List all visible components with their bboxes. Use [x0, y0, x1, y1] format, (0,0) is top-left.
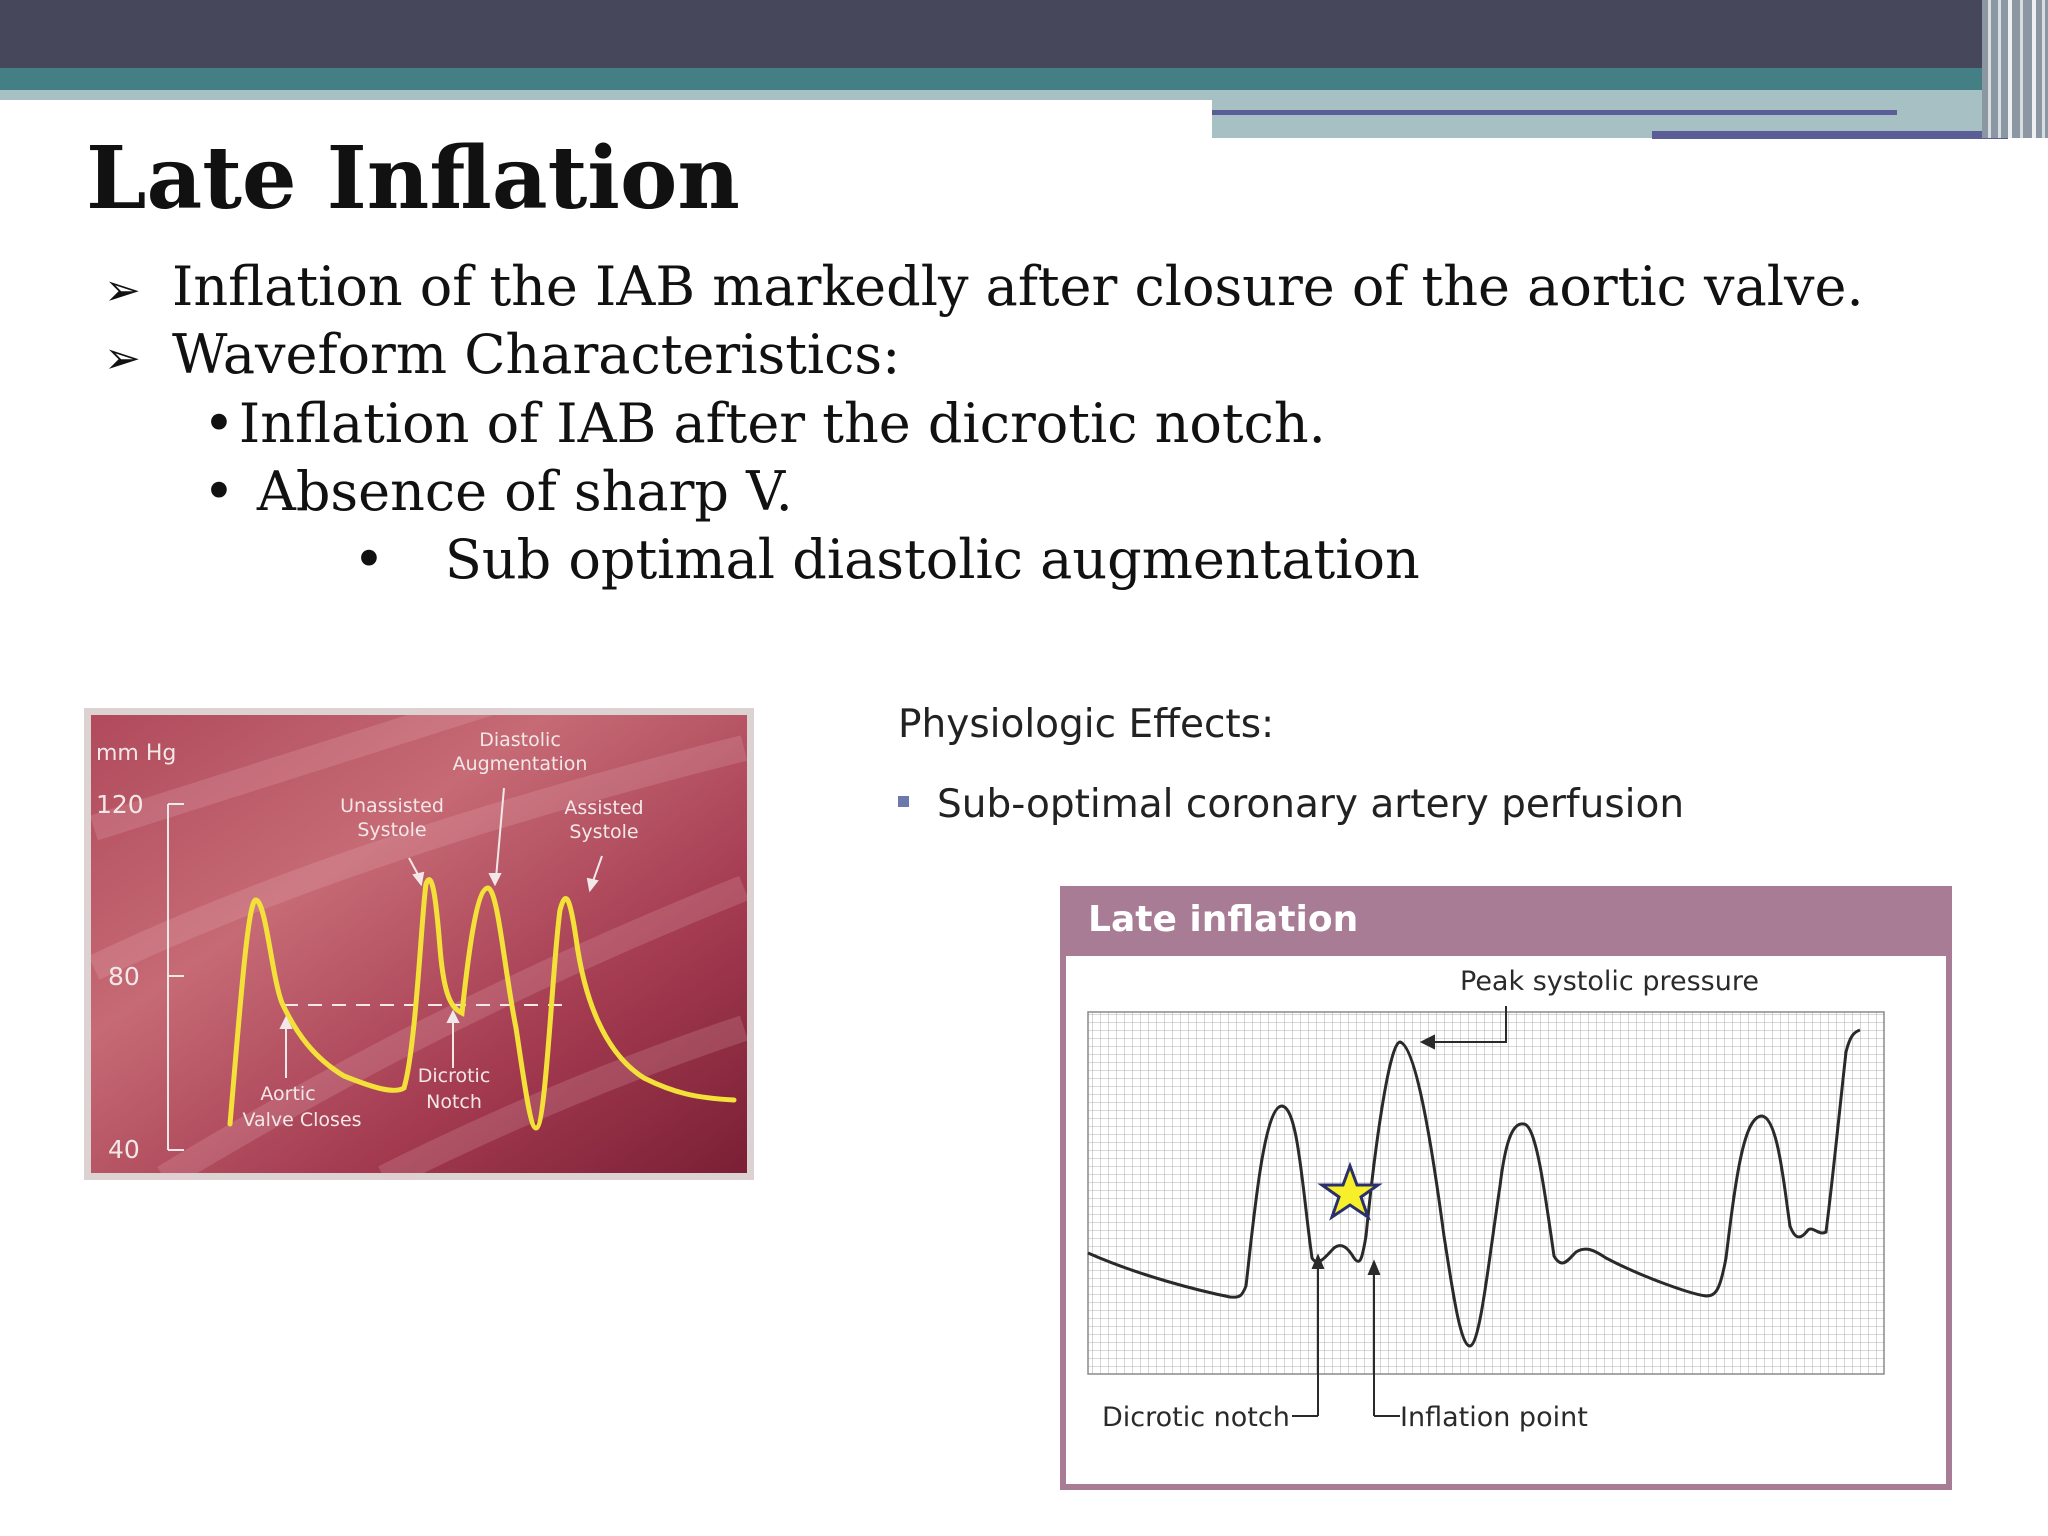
iabp-waveform-image: mm Hg 120 80 40 Diastolic Augmentation U… — [84, 708, 754, 1180]
header-line-lower — [1652, 131, 2008, 139]
sub-bullet-1: •Inflation of IAB after the dicrotic not… — [203, 392, 1326, 455]
label-dicrotic-1: Dicrotic — [418, 1065, 491, 1087]
label-assisted-1: Assisted — [564, 797, 643, 819]
dot-bullet-icon: • — [203, 460, 235, 523]
arrow-bullet-icon: ➢ — [104, 265, 141, 316]
star-icon — [1317, 1161, 1383, 1221]
ecg-grid — [1087, 1011, 1885, 1375]
label-dicrotic-notch: Dicrotic notch — [1102, 1402, 1290, 1433]
late-inflation-waveform-image: Late inflation Peak systolic pressure Di… — [1060, 886, 1952, 1490]
physiologic-effects-title: Physiologic Effects: — [898, 702, 1275, 747]
label-diastolic-1: Diastolic — [479, 729, 561, 751]
label-inflation-point: Inflation point — [1400, 1402, 1588, 1433]
dot-bullet-icon: • — [353, 528, 385, 591]
header-line-upper — [1212, 110, 1897, 115]
physiologic-effects-item: Sub-optimal coronary artery perfusion — [898, 782, 1684, 827]
label-aortic-2: Valve Closes — [242, 1109, 361, 1131]
sub-bullet-2: • Absence of sharp V. — [203, 460, 793, 523]
header-accent-band — [0, 68, 2048, 90]
y-tick-80: 80 — [108, 962, 140, 991]
dot-bullet-icon: • — [203, 392, 235, 455]
header-light-band-left — [0, 90, 1212, 100]
label-aortic-1: Aortic — [260, 1083, 315, 1105]
label-diastolic-2: Augmentation — [453, 753, 588, 775]
physiologic-effects-item-text: Sub-optimal coronary artery perfusion — [937, 782, 1685, 827]
y-tick-120: 120 — [96, 790, 144, 819]
bullet-2-text: Waveform Characteristics: — [172, 323, 901, 386]
square-bullet-icon — [898, 796, 909, 807]
header-bar — [0, 0, 2048, 70]
label-unassisted-1: Unassisted — [340, 795, 444, 817]
sub-bullet-1-text: Inflation of IAB after the dicrotic notc… — [238, 392, 1326, 455]
figure-header: Late inflation — [1088, 899, 1358, 940]
arrow-bullet-icon: ➢ — [104, 333, 141, 384]
label-peak-systolic: Peak systolic pressure — [1460, 966, 1759, 997]
bullet-2: ➢ Waveform Characteristics: — [104, 323, 900, 386]
header-stripes — [1982, 0, 2048, 138]
late-inflation-waveform-line — [1087, 1028, 1861, 1348]
unit-label: mm Hg — [96, 741, 176, 766]
sub-sub-bullet-1: • Sub optimal diastolic augmentation — [353, 528, 1420, 591]
label-dicrotic-2: Notch — [426, 1091, 482, 1113]
slide-title: Late Inflation — [86, 128, 740, 229]
sub-bullet-2-text: Absence of sharp V. — [256, 460, 793, 523]
waveform-line — [227, 877, 737, 1131]
bullet-1-text: Inflation of the IAB markedly after clos… — [172, 255, 1864, 318]
bullet-1: ➢ Inflation of the IAB markedly after cl… — [104, 255, 1864, 318]
y-tick-40: 40 — [108, 1135, 140, 1164]
sub-sub-bullet-1-text: Sub optimal diastolic augmentation — [444, 528, 1420, 591]
label-unassisted-2: Systole — [357, 819, 426, 841]
label-assisted-2: Systole — [569, 821, 638, 843]
